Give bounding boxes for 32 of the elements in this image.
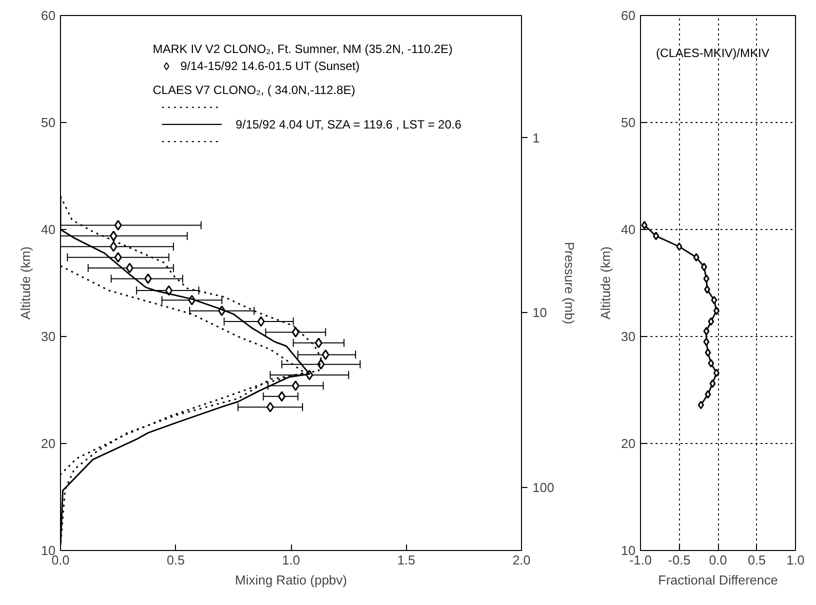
y-tick-label: 20 <box>621 436 636 451</box>
x-tick-label: 0.0 <box>708 552 728 568</box>
y-tick-label: 40 <box>41 222 56 237</box>
y-tick-label: 60 <box>41 8 56 23</box>
y2-tick-label: 100 <box>532 480 554 496</box>
x-tick-label: 0.5 <box>748 552 766 568</box>
x-tick-label: 2.0 <box>512 552 531 568</box>
y-tick-label: 10 <box>621 543 636 558</box>
legend-label: 9/15/92 4.04 UT, SZA = 119.6 , LST = 20.6 <box>236 117 462 132</box>
y-tick-label: 30 <box>621 329 636 344</box>
y2-tick-label: 1 <box>532 130 540 146</box>
y-tick-label: 30 <box>41 329 56 344</box>
y-axis-title: Altitude (km) <box>598 246 614 320</box>
x-axis-title: Mixing Ratio (ppbv) <box>235 572 348 588</box>
y-tick-label: 20 <box>41 436 56 451</box>
x-tick-label: 1.0 <box>786 552 805 568</box>
x-tick-label: 0.5 <box>166 552 185 568</box>
annotation: MARK IV V2 CLONO₂, Ft. Sumner, NM (35.2N, -110.2E) <box>152 42 453 56</box>
x-tick-label: -0.5 <box>668 552 690 568</box>
x-axis-title: Fractional Difference <box>658 572 778 588</box>
annotation: (CLAES-MKIV)/MKIV <box>656 46 770 60</box>
y-axis-title: Altitude (km) <box>18 246 34 320</box>
y-tick-label: 50 <box>41 115 56 130</box>
y-tick-label: 50 <box>621 115 636 130</box>
y2-axis-title: Pressure (mb) <box>562 242 578 324</box>
x-tick-label: 1.0 <box>282 552 300 568</box>
y-tick-label: 40 <box>621 222 636 237</box>
y-tick-label: 60 <box>621 8 636 23</box>
legend-label: 9/14-15/92 14.6-01.5 UT (Sunset) <box>180 59 360 74</box>
y2-tick-label: 10 <box>532 305 547 320</box>
x-tick-label: 1.5 <box>397 552 416 568</box>
annotation: CLAES V7 CLONO₂, ( 34.0N,-112.8E) <box>152 83 356 98</box>
